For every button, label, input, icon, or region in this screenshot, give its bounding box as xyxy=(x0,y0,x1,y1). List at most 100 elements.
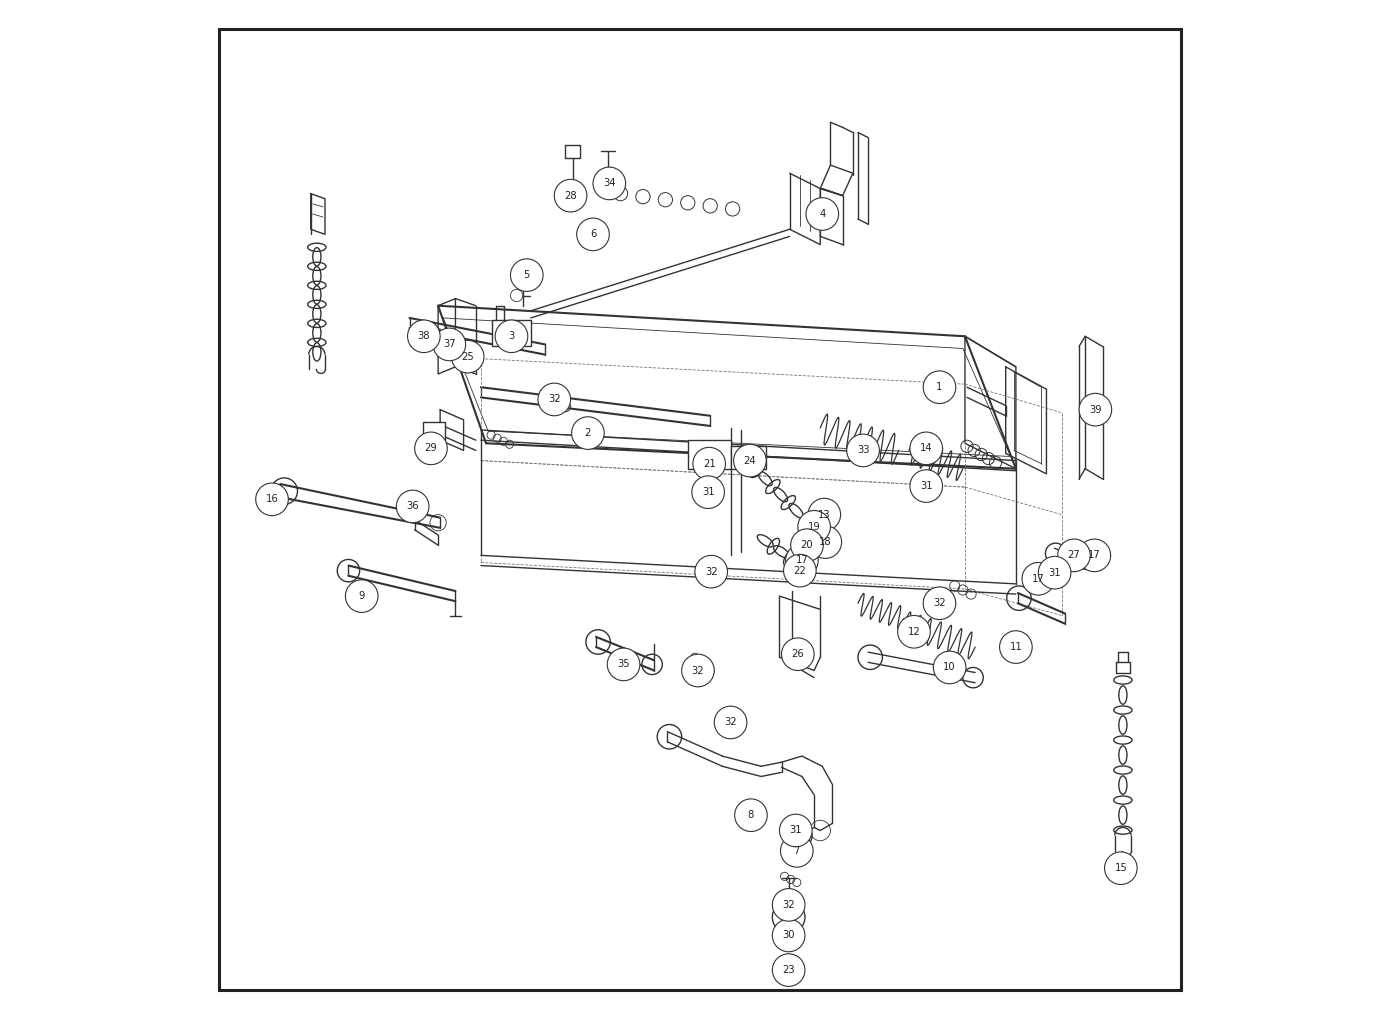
Text: 19: 19 xyxy=(808,522,820,532)
Text: 13: 13 xyxy=(818,510,830,520)
Circle shape xyxy=(918,478,934,494)
Circle shape xyxy=(256,483,288,516)
Circle shape xyxy=(346,580,378,612)
Text: 32: 32 xyxy=(783,900,795,910)
FancyBboxPatch shape xyxy=(493,320,531,346)
Circle shape xyxy=(781,638,815,671)
Circle shape xyxy=(1078,539,1110,572)
Circle shape xyxy=(594,167,626,200)
Text: 17: 17 xyxy=(1088,550,1100,560)
Circle shape xyxy=(538,383,571,416)
Text: 37: 37 xyxy=(442,339,455,350)
Circle shape xyxy=(918,478,934,494)
Text: 5: 5 xyxy=(524,270,531,280)
Circle shape xyxy=(682,654,714,687)
Text: 11: 11 xyxy=(1009,642,1022,652)
Text: 31: 31 xyxy=(1049,568,1061,578)
Circle shape xyxy=(806,198,839,230)
Circle shape xyxy=(511,289,522,302)
Text: 24: 24 xyxy=(743,455,756,466)
Circle shape xyxy=(693,447,725,480)
FancyBboxPatch shape xyxy=(687,440,731,469)
Text: 1: 1 xyxy=(937,382,942,392)
Text: 18: 18 xyxy=(819,537,832,547)
Circle shape xyxy=(773,919,805,952)
Text: 32: 32 xyxy=(704,567,718,577)
Text: 31: 31 xyxy=(790,825,802,836)
Circle shape xyxy=(577,218,609,251)
Circle shape xyxy=(923,371,956,404)
Circle shape xyxy=(396,490,428,523)
Circle shape xyxy=(694,555,728,588)
Text: 21: 21 xyxy=(703,459,715,469)
Circle shape xyxy=(1057,539,1091,572)
Text: 4: 4 xyxy=(819,209,826,219)
Circle shape xyxy=(1079,393,1112,426)
Text: 27: 27 xyxy=(1068,550,1081,560)
Text: 35: 35 xyxy=(617,659,630,669)
Circle shape xyxy=(785,544,818,577)
Text: 29: 29 xyxy=(424,443,437,453)
Circle shape xyxy=(414,432,447,465)
Text: 31: 31 xyxy=(920,481,932,491)
Circle shape xyxy=(451,340,484,373)
Circle shape xyxy=(571,417,605,449)
Text: 30: 30 xyxy=(783,930,795,941)
Circle shape xyxy=(554,179,587,212)
Text: 32: 32 xyxy=(934,598,946,608)
Text: 17: 17 xyxy=(1032,574,1044,584)
Circle shape xyxy=(910,432,942,465)
Circle shape xyxy=(714,706,746,739)
Text: 3: 3 xyxy=(508,331,515,341)
Text: 26: 26 xyxy=(791,649,804,659)
Circle shape xyxy=(407,320,440,353)
Circle shape xyxy=(847,434,879,467)
Text: 36: 36 xyxy=(406,501,419,512)
Circle shape xyxy=(780,814,812,847)
Text: 15: 15 xyxy=(1114,863,1127,873)
Text: 16: 16 xyxy=(266,494,279,504)
Text: 28: 28 xyxy=(564,191,577,201)
Text: 2: 2 xyxy=(585,428,591,438)
Circle shape xyxy=(734,444,766,477)
Text: 7: 7 xyxy=(794,846,799,856)
Circle shape xyxy=(511,259,543,291)
Text: 6: 6 xyxy=(589,229,596,239)
FancyBboxPatch shape xyxy=(423,422,445,450)
Circle shape xyxy=(809,526,841,558)
Circle shape xyxy=(791,529,823,561)
Circle shape xyxy=(897,615,930,648)
Circle shape xyxy=(1000,631,1032,663)
Text: 20: 20 xyxy=(801,540,813,550)
FancyBboxPatch shape xyxy=(731,446,766,469)
Text: 10: 10 xyxy=(944,662,956,673)
Circle shape xyxy=(910,470,942,502)
Text: 39: 39 xyxy=(1089,405,1102,415)
Text: 23: 23 xyxy=(783,965,795,975)
Circle shape xyxy=(784,554,816,587)
Text: 12: 12 xyxy=(907,627,920,637)
Text: 32: 32 xyxy=(547,394,560,405)
Text: 34: 34 xyxy=(603,178,616,189)
Text: 25: 25 xyxy=(461,352,475,362)
Circle shape xyxy=(608,648,640,681)
Text: 33: 33 xyxy=(857,445,869,455)
Circle shape xyxy=(798,511,830,543)
Circle shape xyxy=(433,328,466,361)
Circle shape xyxy=(773,954,805,986)
Text: 9: 9 xyxy=(358,591,365,601)
Circle shape xyxy=(496,320,528,353)
Text: 17: 17 xyxy=(795,555,808,566)
Text: 8: 8 xyxy=(748,810,755,820)
Circle shape xyxy=(934,651,966,684)
Circle shape xyxy=(735,799,767,832)
Circle shape xyxy=(701,481,718,497)
Circle shape xyxy=(1039,556,1071,589)
Text: 14: 14 xyxy=(920,443,932,453)
Circle shape xyxy=(781,835,813,867)
Circle shape xyxy=(692,476,724,508)
Circle shape xyxy=(1105,852,1137,884)
Circle shape xyxy=(773,889,805,921)
Text: 22: 22 xyxy=(794,566,806,576)
Text: 38: 38 xyxy=(417,331,430,341)
